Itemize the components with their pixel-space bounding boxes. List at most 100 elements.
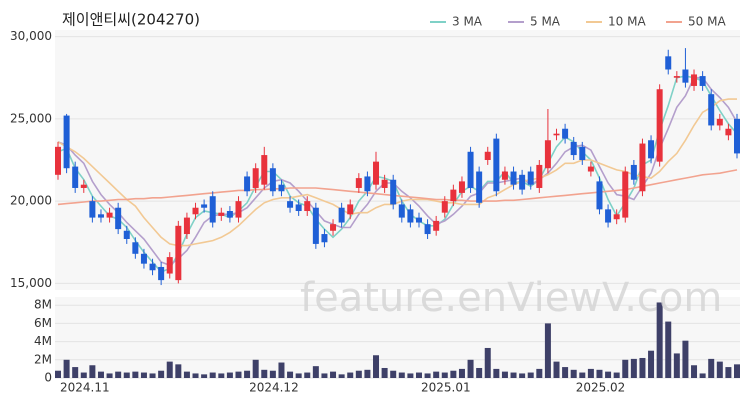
volume-bar [338, 374, 345, 378]
volume-bar [415, 372, 422, 378]
candle-body [269, 168, 276, 192]
volume-bar [132, 371, 139, 378]
volume-bar [373, 355, 380, 378]
volume-bar [630, 358, 637, 378]
candle-body [175, 225, 182, 281]
candle-body [570, 141, 577, 156]
candle-body [682, 69, 689, 83]
volume-bar [381, 367, 388, 378]
candle-body [140, 253, 147, 264]
volume-bar [201, 374, 208, 378]
legend-label: 10 MA [608, 15, 646, 29]
y-tick-label: 0 [44, 371, 52, 385]
volume-bar [734, 364, 740, 378]
candle-body [192, 207, 199, 215]
volume-bar [699, 373, 706, 378]
candle-body [364, 176, 371, 192]
volume-bar [72, 367, 79, 378]
volume-bar [587, 368, 594, 378]
volume-bar [55, 370, 61, 378]
volume-bar [330, 371, 337, 378]
volume-bar [209, 372, 216, 378]
volume-bar [140, 372, 147, 378]
candle-body [450, 189, 457, 202]
candle-body [355, 178, 362, 188]
candle-body [708, 94, 715, 126]
volume-bar [622, 359, 629, 378]
volume-bar [269, 370, 276, 378]
volume-bar [364, 369, 371, 378]
volume-bar [278, 362, 285, 378]
candle-body [312, 207, 319, 244]
candle-body [441, 201, 448, 213]
volume-bar [493, 368, 500, 378]
volume-bar [570, 369, 577, 378]
volume-bar [467, 359, 474, 378]
candle-body [235, 201, 242, 218]
volume-bar [484, 347, 491, 378]
volume-bar [312, 366, 319, 378]
volume-bar [355, 370, 362, 378]
volume-bar [89, 365, 96, 378]
volume-bar [450, 370, 457, 378]
candle-body [699, 76, 706, 86]
volume-bar [80, 372, 87, 378]
volume-bar [321, 373, 328, 378]
volume-bar [648, 350, 655, 378]
volume-bar [304, 372, 311, 378]
volume-bar [613, 372, 620, 378]
candle-body [80, 184, 87, 188]
y-tick-label: 8M [34, 298, 52, 312]
candle-body [183, 217, 190, 235]
y-tick-label: 2M [34, 352, 52, 366]
volume-bar [716, 361, 723, 378]
volume-bar [527, 372, 534, 378]
volume-bar [682, 340, 689, 378]
chart-title: 제이앤티씨(204270) [62, 11, 200, 29]
volume-bar [347, 372, 354, 378]
volume-bar [596, 369, 603, 378]
volume-bar [149, 373, 156, 378]
candle-body [106, 212, 113, 218]
y-tick-label: 4M [34, 334, 52, 348]
candle-body [476, 171, 483, 203]
candle-body [536, 164, 543, 188]
candle-body [304, 201, 311, 212]
volume-bar [158, 370, 165, 378]
candle-body [123, 230, 130, 239]
candle-body [390, 179, 397, 205]
candle-body [398, 204, 405, 218]
volume-bar [424, 373, 431, 378]
volume-bar [665, 321, 672, 378]
legend-label: 3 MA [452, 15, 483, 29]
x-tick-label: 2025.02 [576, 381, 626, 395]
candle-body [115, 207, 122, 230]
volume-bar [433, 371, 440, 378]
volume-bar [63, 359, 70, 378]
candle-body [691, 74, 698, 86]
candle-body [209, 196, 216, 223]
y-tick-label: 15,000 [10, 276, 52, 290]
volume-bar [175, 364, 182, 378]
ma-line [57, 98, 737, 247]
candle-body [261, 155, 268, 185]
x-tick-label: 2025.01 [421, 381, 471, 395]
volume-bar [97, 371, 104, 378]
volume-bar [501, 371, 508, 378]
volume-bar [725, 367, 732, 378]
candle-body [622, 171, 629, 218]
volume-bar [605, 371, 612, 378]
volume-bar [235, 371, 242, 378]
candle-body [673, 76, 680, 78]
volume-bar [106, 373, 113, 378]
volume-bar [252, 359, 259, 378]
candle-body [467, 151, 474, 188]
candle-body [665, 56, 672, 70]
candle-body [149, 263, 156, 271]
volume-bar [295, 373, 302, 378]
candle-body [630, 164, 637, 180]
candle-body [415, 217, 422, 223]
volume-bar [639, 357, 646, 378]
volume-bar [166, 361, 173, 378]
candle-body [295, 204, 302, 212]
